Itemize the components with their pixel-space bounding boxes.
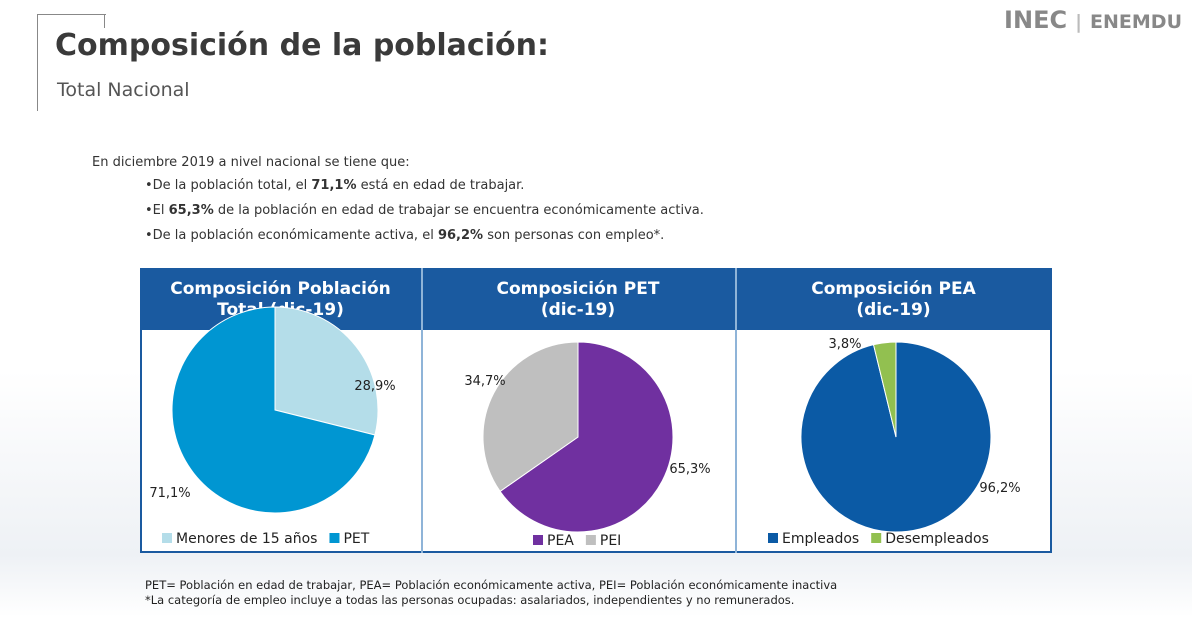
footnote: *La categoría de empleo incluye a todas … — [145, 593, 794, 607]
title: Composición de la población: — [55, 28, 549, 63]
legend-swatch — [329, 533, 340, 543]
legend-label: Empleados — [782, 531, 859, 547]
data-label: 71,1% — [149, 486, 190, 501]
panel-title: Composición PET (dic-19) — [496, 279, 660, 320]
bullet-text: •De la población total, el — [145, 178, 312, 193]
logo-survey: ENEMDU — [1090, 11, 1182, 33]
footnote-text: PET= Población en edad de trabajar, PEA=… — [145, 578, 838, 592]
pie-slice — [171, 306, 376, 514]
bullet: •De la población económicamente activa, … — [145, 228, 664, 243]
divider — [735, 268, 737, 553]
legend-label: PEA — [547, 533, 574, 549]
legend-label: PEI — [600, 533, 621, 549]
logo-sep: | — [1075, 11, 1083, 33]
footnote: PET= Población en edad de trabajar, PEA=… — [145, 578, 837, 592]
footnote-text: *La categoría de empleo incluye a todas … — [145, 593, 795, 607]
corner-line — [37, 14, 106, 111]
corner-tick — [104, 14, 105, 28]
bullet-bold: 71,1% — [311, 178, 357, 193]
bullet-text: •El — [145, 203, 169, 218]
legend-swatch — [871, 533, 882, 543]
bullet: •De la población total, el 71,1% está en… — [145, 178, 524, 193]
bullet-text: son personas con empleo*. — [483, 228, 665, 243]
bullet-bold: 96,2% — [437, 228, 484, 243]
logo: INEC | ENEMDU — [1004, 6, 1182, 34]
legend-swatch — [533, 535, 543, 545]
pie-slice — [274, 306, 379, 436]
pie-slice — [499, 341, 674, 533]
pie-slice — [872, 341, 897, 438]
logo-brand: INEC — [1004, 6, 1068, 34]
bullet-text: está en edad de trabajar. — [356, 178, 525, 193]
data-label: 28,9% — [354, 379, 395, 394]
data-label: 96,2% — [979, 481, 1020, 496]
panel-title: Composición PEA (dic-19) — [811, 279, 976, 320]
legend-swatch — [162, 533, 172, 543]
legend-label: Desempleados — [885, 531, 989, 547]
data-label: 3,8% — [828, 337, 861, 352]
bullet-text: de la población en edad de trabajar se e… — [213, 203, 704, 218]
data-label: 65,3% — [669, 462, 710, 477]
legend-label: Menores de 15 años — [176, 531, 317, 547]
bullet: •El 65,3% de la población en edad de tra… — [145, 203, 704, 218]
subtitle: Total Nacional — [57, 79, 190, 101]
data-label: 34,7% — [464, 374, 505, 389]
legend-label: PET — [343, 531, 369, 547]
legend-swatch — [768, 533, 778, 543]
pie-slice — [482, 341, 579, 493]
bullet-bold: 65,3% — [168, 203, 214, 218]
bullet-text: •De la población económicamente activa, … — [145, 228, 438, 243]
intro: En diciembre 2019 a nivel nacional se ti… — [92, 155, 410, 170]
divider — [421, 268, 423, 553]
legend-swatch — [585, 535, 596, 545]
